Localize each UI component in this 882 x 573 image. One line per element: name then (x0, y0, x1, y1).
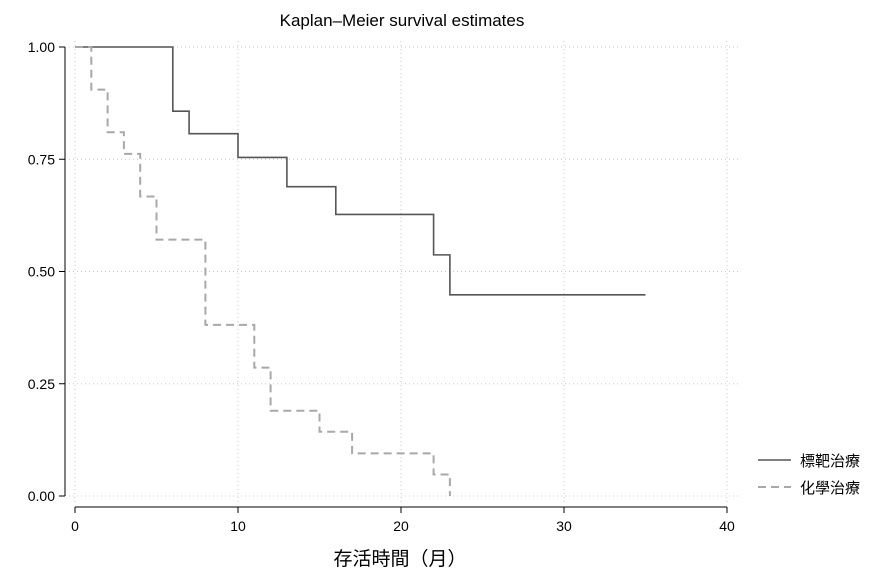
chart-title: Kaplan–Meier survival estimates (280, 11, 525, 30)
x-tick-label-3: 30 (556, 518, 572, 534)
y-tick-label-0: 0.00 (28, 488, 55, 504)
series-line-0 (75, 46, 646, 296)
grid-lines (69, 41, 741, 502)
survival-curves (75, 46, 646, 496)
y-tick-label-2: 0.50 (28, 264, 55, 280)
series-line-1 (75, 46, 451, 496)
legend-label-1: 化學治療 (800, 479, 860, 497)
x-tick-label-4: 40 (719, 518, 735, 534)
y-tick-label-4: 1.00 (28, 39, 55, 55)
x-tick-label-1: 10 (230, 518, 246, 534)
x-axis-label: 存活時間（月） (333, 548, 466, 570)
axes: 0.00 0.25 0.50 0.75 1.00 0 10 20 30 40 (28, 39, 735, 534)
y-tick-label-1: 0.25 (28, 376, 55, 392)
legend-label-0: 標靶治療 (800, 452, 860, 470)
y-tick-label-3: 0.75 (28, 151, 55, 167)
x-tick-label-2: 20 (393, 518, 409, 534)
x-tick-label-0: 0 (71, 518, 79, 534)
